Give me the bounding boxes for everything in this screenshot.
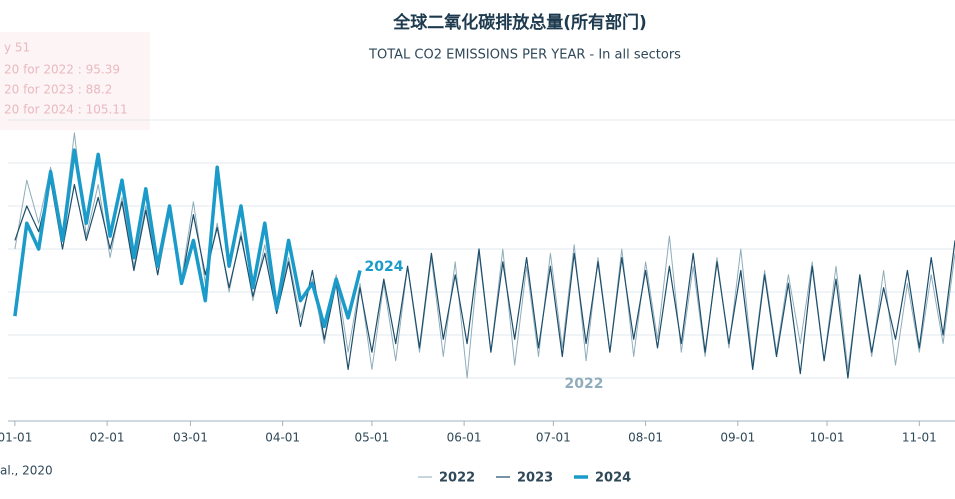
x-tick-label: 11-01 bbox=[902, 431, 937, 445]
annotation: 2024 bbox=[365, 259, 404, 275]
x-tick-label: 04-01 bbox=[265, 431, 300, 445]
x-tick-label: 10-01 bbox=[810, 431, 845, 445]
series-line bbox=[13, 148, 362, 329]
legend-item: 2022 bbox=[418, 471, 475, 486]
annotation: 2022 bbox=[565, 376, 604, 392]
plot: 01-01 02-01 03-01 04-01 05-01 06-01 07-01 08-01… bbox=[0, 119, 955, 445]
legend-label: 2022 bbox=[439, 471, 475, 486]
x-tick-label: 02-01 bbox=[90, 431, 125, 445]
chart-title: 全球二氧化碳排放总量(所有部门) bbox=[392, 12, 647, 33]
x-tick-label: 01-01 bbox=[0, 431, 32, 445]
x-tick-label: 03-01 bbox=[173, 431, 208, 445]
overlay-text: 20 for 2022 : 95.39 bbox=[4, 63, 120, 77]
x-tick-label: 06-01 bbox=[447, 431, 482, 445]
overlay-box bbox=[0, 32, 150, 130]
legend-label: 2023 bbox=[517, 471, 553, 486]
overlay-text: 20 for 2024 : 105.11 bbox=[4, 103, 128, 117]
x-tick-label: 08-01 bbox=[628, 431, 663, 445]
overlay-text: 20 for 2023 : 88.2 bbox=[4, 83, 112, 97]
legend-item: 2023 bbox=[496, 471, 553, 486]
overlay-text: y 51 bbox=[4, 41, 30, 55]
chart-subtitle: TOTAL CO2 EMISSIONS PER YEAR - In all se… bbox=[368, 48, 681, 63]
source: al., 2020 bbox=[0, 464, 53, 478]
legend-label: 2024 bbox=[595, 471, 631, 486]
x-tick-label: 09-01 bbox=[720, 431, 755, 445]
x-tick-label: 05-01 bbox=[354, 431, 389, 445]
series-line bbox=[14, 179, 955, 379]
x-tick-label: 07-01 bbox=[536, 431, 571, 445]
legend-item: 2024 bbox=[574, 471, 631, 486]
